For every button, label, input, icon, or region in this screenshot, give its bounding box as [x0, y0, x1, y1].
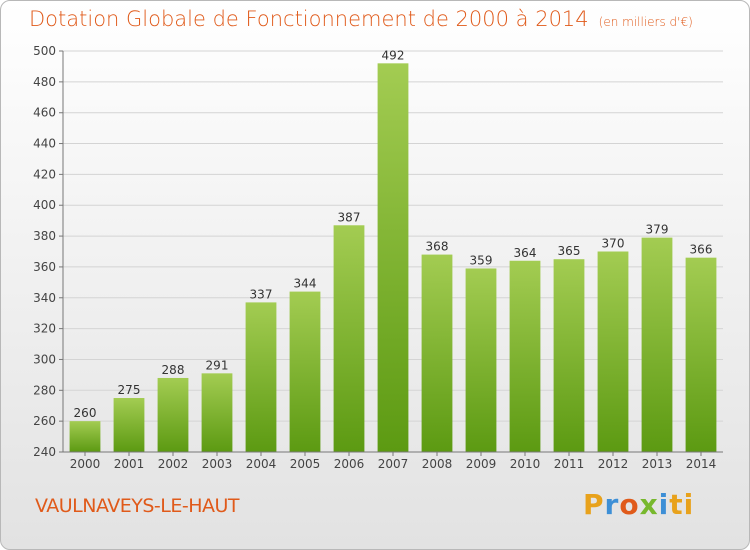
bar-value-label: 370: [602, 237, 625, 251]
x-tick-label: 2003: [202, 457, 233, 471]
y-tick-label: 460: [33, 106, 56, 120]
y-tick-label: 360: [33, 260, 56, 274]
place-name: VAULNAVEYS-LE-HAUT: [35, 495, 240, 517]
x-tick-label: 2007: [378, 457, 409, 471]
y-tick-label: 500: [33, 44, 56, 58]
bar: [333, 225, 365, 452]
x-tick-label: 2008: [422, 457, 453, 471]
y-tick-label: 420: [33, 167, 56, 181]
y-tick-label: 280: [33, 383, 56, 397]
bar: [597, 251, 629, 452]
y-tick-label: 300: [33, 352, 56, 366]
bar-value-label: 365: [558, 244, 581, 258]
y-tick-label: 320: [33, 322, 56, 336]
brand-letter: i: [658, 488, 670, 521]
proxiti-logo: Proxiti: [583, 488, 694, 521]
bar-value-label: 366: [690, 243, 713, 257]
bar: [465, 268, 497, 452]
bar: [509, 260, 541, 452]
x-tick-label: 2010: [510, 457, 541, 471]
x-tick-label: 2013: [642, 457, 673, 471]
bar-value-label: 492: [382, 48, 405, 62]
bar-value-label: 344: [294, 277, 317, 291]
brand-letter: r: [604, 488, 620, 521]
chart-title: Dotation Globale de Fonctionnement de 20…: [29, 7, 693, 31]
x-tick-label: 2005: [290, 457, 321, 471]
bar: [245, 302, 277, 452]
bar-value-label: 337: [250, 287, 273, 301]
bar-value-label: 291: [206, 358, 229, 372]
x-tick-label: 2014: [686, 457, 717, 471]
x-tick-label: 2000: [70, 457, 101, 471]
y-tick-label: 440: [33, 137, 56, 151]
bar: [553, 259, 585, 452]
brand-letter: x: [639, 488, 659, 521]
x-tick-label: 2006: [334, 457, 365, 471]
bar-value-label: 387: [338, 210, 361, 224]
bar: [113, 398, 145, 452]
bar-value-label: 379: [646, 223, 669, 237]
y-tick-label: 240: [33, 445, 56, 459]
x-tick-label: 2001: [114, 457, 145, 471]
y-tick-label: 340: [33, 291, 56, 305]
bar-value-label: 368: [426, 240, 449, 254]
bar: [69, 421, 101, 452]
chart-subtitle: (en milliers d'€): [598, 15, 693, 29]
y-tick-label: 260: [33, 414, 56, 428]
bar-chart: 260 275 288 291 337 344 387 492 368 359 364 365 370 3…: [33, 44, 723, 471]
x-tick-label: 2004: [246, 457, 277, 471]
bar: [421, 254, 453, 452]
y-tick-label: 400: [33, 198, 56, 212]
x-tick-label: 2011: [554, 457, 585, 471]
x-tick-label: 2002: [158, 457, 189, 471]
bar-value-label: 359: [470, 253, 493, 267]
x-tick-label: 2012: [598, 457, 629, 471]
bar: [641, 237, 673, 452]
bar-value-label: 364: [514, 246, 537, 260]
bar-value-label: 288: [162, 363, 185, 377]
bar-value-label: 260: [74, 406, 97, 420]
bar: [377, 63, 409, 452]
brand-letter: ti: [669, 488, 695, 521]
bar: [289, 291, 321, 452]
y-tick-label: 480: [33, 75, 56, 89]
x-tick-label: 2009: [466, 457, 497, 471]
chart-title-text: Dotation Globale de Fonctionnement de 20…: [29, 7, 589, 31]
brand-letter: P: [583, 488, 605, 521]
bar-value-label: 275: [118, 383, 141, 397]
y-tick-label: 380: [33, 229, 56, 243]
brand-letter: o: [619, 488, 640, 521]
bar: [201, 373, 233, 452]
bar: [685, 257, 717, 452]
bar: [157, 377, 189, 452]
